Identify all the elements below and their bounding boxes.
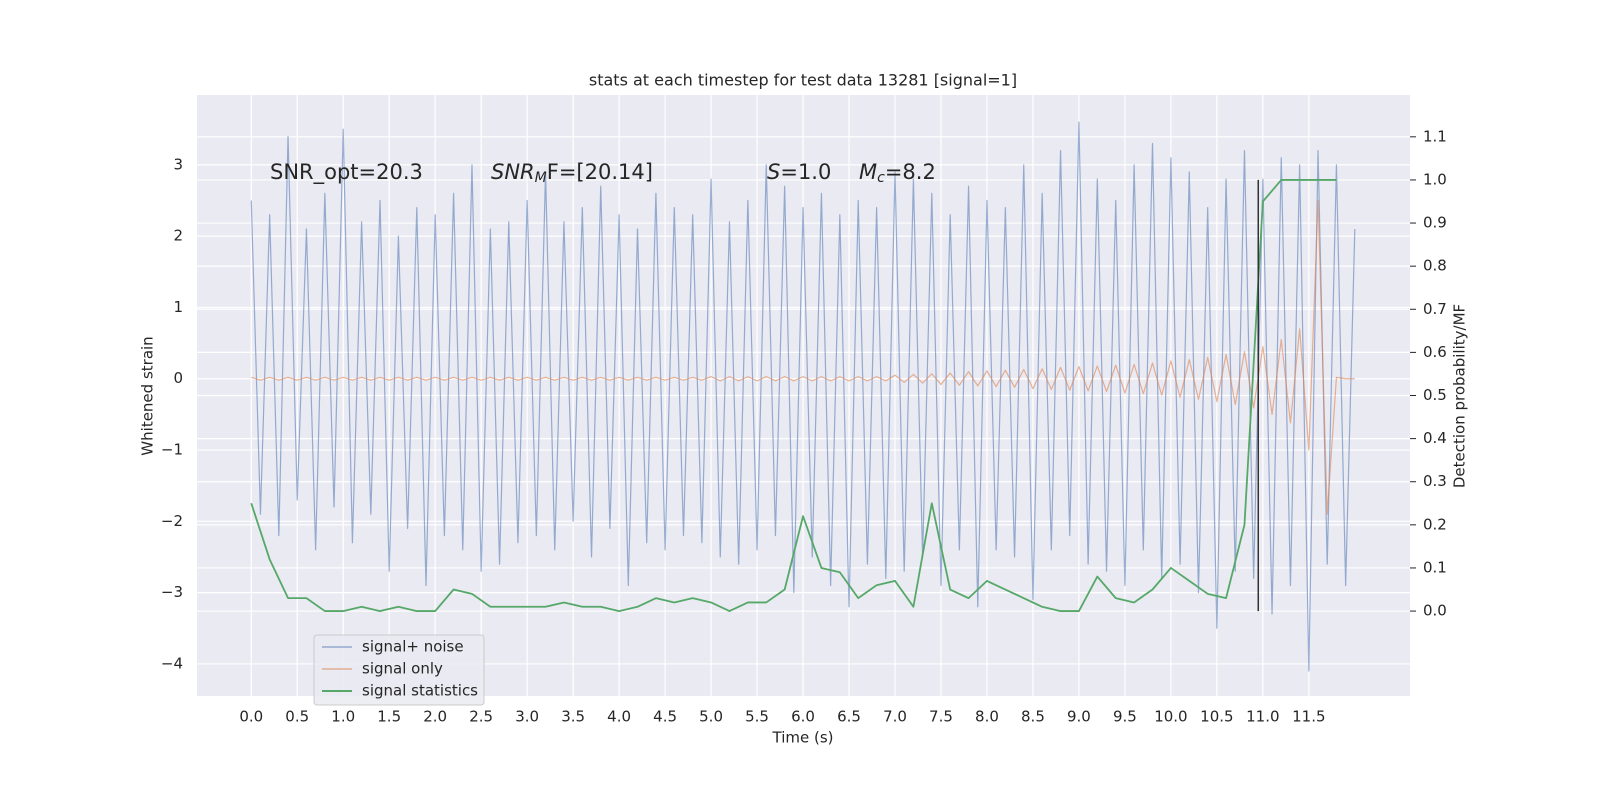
x-tick-label: 9.5: [1113, 708, 1137, 726]
annotation-part: =8.2: [885, 160, 936, 184]
x-tick-label: 6.0: [791, 708, 815, 726]
annotation-part: c: [877, 170, 885, 186]
legend-label: signal statistics: [362, 682, 478, 700]
x-tick-label: 4.5: [653, 708, 677, 726]
y-tick-label: 2: [173, 227, 183, 245]
x-tick-label: 3.5: [561, 708, 585, 726]
y2-tick-label: 0.3: [1423, 472, 1447, 490]
annotation: SNRMF=[20.14]: [491, 160, 653, 186]
legend-label: signal only: [362, 660, 443, 678]
labels: 0.0 0.5 1.0 1.5 2.0 2.5 3.0 3.5 4.0 4.5 5.0 5.5 6.0 6…: [161, 127, 1447, 725]
x-tick-label: 8.5: [1021, 708, 1045, 726]
annotation-part: M: [535, 170, 547, 186]
y2-tick-label: 0.7: [1423, 300, 1447, 318]
x-tick-label: 11.0: [1246, 708, 1279, 726]
annotation: SNR_opt=20.3: [270, 160, 423, 185]
x-tick-label: 0.5: [285, 708, 309, 726]
y2-tick-label: 0.5: [1423, 386, 1447, 404]
x-tick-label: 7.5: [929, 708, 953, 726]
y2-tick-label: 0.2: [1423, 515, 1447, 533]
series-line: [250, 179, 1337, 612]
y-tick-label: 1: [173, 298, 183, 316]
y-tick-label: −2: [161, 512, 183, 530]
annotation: S=1.0: [767, 160, 831, 184]
x-tick-label: 10.0: [1154, 708, 1187, 726]
annotation-part: SNR_opt=20.3: [270, 160, 423, 185]
legend: signal+ noise signal only signal statistic…: [313, 634, 485, 706]
x-tick-label: 6.5: [837, 708, 861, 726]
annotation-part: =1.0: [780, 160, 831, 184]
x-tick-label: 1.0: [331, 708, 355, 726]
y2-tick-label: 0.9: [1423, 214, 1447, 232]
y2-tick-label: 0.0: [1423, 602, 1447, 620]
x-tick-label: 3.0: [515, 708, 539, 726]
x-tick-label: 10.5: [1200, 708, 1233, 726]
annotation-part: S: [767, 160, 780, 184]
x-tick-label: 11.5: [1292, 708, 1325, 726]
x-tick-label: 5.0: [699, 708, 723, 726]
x-tick-label: 4.0: [607, 708, 631, 726]
x-tick-label: 8.0: [975, 708, 999, 726]
x-tick-label: 2.5: [469, 708, 493, 726]
y2-tick-label: 0.6: [1423, 343, 1447, 361]
y2-tick-label: 0.4: [1423, 429, 1447, 447]
x-axis-label: Time (s): [772, 729, 834, 747]
y2-tick-label: 1.0: [1423, 170, 1447, 188]
x-tick-label: 7.0: [883, 708, 907, 726]
series-line: [251, 199, 1355, 515]
y-tick-label: 3: [173, 155, 183, 173]
y2-tick-label: 1.1: [1423, 127, 1447, 145]
x-tick-label: 9.0: [1067, 708, 1091, 726]
annotation-part: F=[20.14]: [547, 160, 653, 184]
x-tick-label: 2.0: [423, 708, 447, 726]
y-axis-label: Whitened strain: [139, 336, 157, 455]
y2-tick-label: 0.8: [1423, 257, 1447, 275]
annotation-part: M: [859, 160, 877, 184]
annotation-part: SNR: [491, 160, 535, 184]
annotation: Mc=8.2: [859, 160, 936, 186]
x-tick-label: 1.5: [377, 708, 401, 726]
marks: [250, 121, 1356, 672]
y-tick-label: −1: [161, 441, 183, 459]
y2-axis-label: Detection probability/MF: [1451, 304, 1469, 488]
y-tick-label: −4: [161, 654, 183, 672]
y-tick-label: 0: [173, 369, 183, 387]
x-tick-label: 0.0: [239, 708, 263, 726]
legend-box: [313, 634, 485, 706]
y-tick-label: −3: [161, 583, 183, 601]
chart-title: stats at each timestep for test data 132…: [589, 71, 1017, 90]
x-tick-label: 5.5: [745, 708, 769, 726]
y2-tick-label: 0.1: [1423, 558, 1447, 576]
legend-label: signal+ noise: [362, 638, 464, 656]
series-line: [250, 121, 1356, 672]
